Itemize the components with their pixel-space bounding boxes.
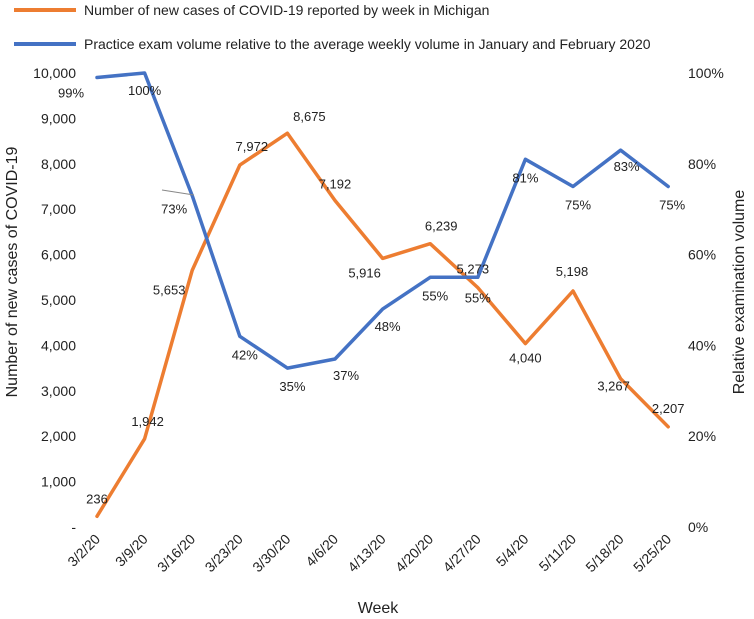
- exam-volume-data-label: 42%: [232, 347, 258, 362]
- exam-volume-data-label: 81%: [512, 170, 538, 185]
- y-axis-left: - 1,000 2,000 3,000 4,000 5,000 6,000 7,000 8,00…: [33, 65, 76, 535]
- series-lines: [95, 71, 670, 519]
- x-tick-label: 5/4/20: [493, 531, 532, 570]
- y-tick-label: 1,000: [41, 474, 76, 490]
- x-tick-label: 3/23/20: [202, 531, 246, 575]
- cases-data-label: 6,239: [425, 219, 458, 234]
- exam-volume-data-label: 73%: [161, 202, 187, 217]
- y2-tick-label: 80%: [688, 156, 716, 172]
- cases-data-label: 7,972: [236, 139, 269, 154]
- cases-line: [95, 131, 670, 519]
- y2-tick-label: 100%: [688, 65, 724, 81]
- y2-tick-label: 20%: [688, 428, 716, 444]
- y-axis-left-title: Number of new cases of COVID-19: [4, 147, 21, 398]
- y2-tick-label: 60%: [688, 247, 716, 263]
- exam-volume-data-label: 75%: [659, 198, 685, 213]
- cases-data-label: 5,198: [556, 264, 589, 279]
- x-tick-label: 5/25/20: [630, 531, 674, 575]
- cases-data-label: 5,916: [348, 265, 381, 280]
- cases-data-label: 1,942: [131, 414, 164, 429]
- x-tick-label: 5/11/20: [536, 531, 580, 575]
- y2-tick-label: 40%: [688, 337, 716, 353]
- x-tick-label: 4/27/20: [440, 531, 484, 575]
- y-tick-label: 7,000: [41, 201, 76, 217]
- exam-volume-line: [95, 71, 670, 370]
- x-tick-label: 5/18/20: [582, 531, 626, 575]
- x-tick-label: 4/6/20: [302, 531, 341, 570]
- cases-data-label: 8,675: [293, 109, 326, 124]
- exam-volume-data-label: 55%: [465, 290, 491, 305]
- cases-data-label: 236: [86, 491, 108, 506]
- y-axis-right: 0% 20% 40% 60% 80% 100%: [688, 65, 724, 535]
- y-tick-label: -: [71, 519, 76, 535]
- exam-volume-data-label: 55%: [422, 288, 448, 303]
- y-tick-label: 10,000: [33, 65, 76, 81]
- y-axis-right-title: Relative examination volume: [731, 190, 748, 395]
- exam-volume-data-label: 83%: [614, 159, 640, 174]
- y-tick-label: 8,000: [41, 156, 76, 172]
- legend-label-exam-volume: Practice exam volume relative to the ave…: [84, 36, 651, 52]
- cases-data-label: 7,192: [319, 176, 352, 191]
- legend: Number of new cases of COVID-19 reported…: [14, 2, 651, 52]
- y2-tick-label: 0%: [688, 519, 708, 535]
- y-tick-label: 4,000: [41, 337, 76, 353]
- cases-data-label: 5,273: [457, 262, 490, 277]
- y-tick-label: 3,000: [41, 383, 76, 399]
- x-tick-label: 3/2/20: [64, 531, 103, 570]
- y-tick-label: 9,000: [41, 110, 76, 126]
- cases-data-label: 2,207: [652, 401, 685, 416]
- x-tick-label: 3/16/20: [154, 531, 198, 575]
- cases-data-label: 5,653: [153, 282, 186, 297]
- exam-volume-data-label: 99%: [58, 86, 84, 101]
- exam-volume-data-label: 35%: [279, 379, 305, 394]
- y-tick-label: 5,000: [41, 292, 76, 308]
- cases-data-label: 3,267: [597, 379, 630, 394]
- data-labels: 236 1,942 5,653 7,972 8,675 7,192 5,916 6,239 5,…: [58, 83, 686, 506]
- x-tick-label: 4/13/20: [344, 531, 388, 575]
- x-axis: 3/2/20 3/9/20 3/16/20 3/23/20 3/30/20 4/6/20 4…: [64, 531, 674, 575]
- exam-volume-data-label: 48%: [375, 319, 401, 334]
- exam-volume-data-label: 75%: [565, 198, 591, 213]
- x-tick-label: 4/20/20: [392, 531, 436, 575]
- y-tick-label: 2,000: [41, 428, 76, 444]
- cases-data-label: 4,040: [509, 351, 542, 366]
- exam-volume-data-label: 37%: [333, 368, 359, 383]
- legend-label-cases: Number of new cases of COVID-19 reported…: [84, 2, 489, 18]
- x-tick-label: 3/9/20: [112, 531, 151, 570]
- x-axis-title: Week: [358, 600, 400, 617]
- exam-volume-data-label: 100%: [128, 83, 162, 98]
- y-tick-label: 6,000: [41, 247, 76, 263]
- label-leader-line: [161, 189, 195, 196]
- x-tick-label: 3/30/20: [249, 531, 293, 575]
